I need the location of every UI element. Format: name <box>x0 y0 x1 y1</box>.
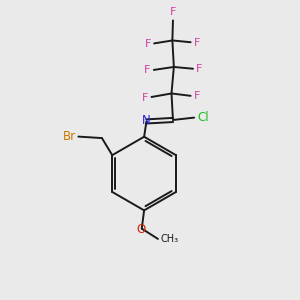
Text: F: F <box>144 65 151 76</box>
Text: O: O <box>136 223 146 236</box>
Text: Cl: Cl <box>198 111 209 124</box>
Text: CH₃: CH₃ <box>160 234 178 244</box>
Text: F: F <box>196 64 203 74</box>
Text: N: N <box>142 114 151 127</box>
Text: Br: Br <box>63 130 76 143</box>
Text: F: F <box>194 92 200 101</box>
Text: F: F <box>145 39 151 49</box>
Text: F: F <box>194 38 200 48</box>
Text: F: F <box>170 7 176 17</box>
Text: F: F <box>142 93 148 103</box>
